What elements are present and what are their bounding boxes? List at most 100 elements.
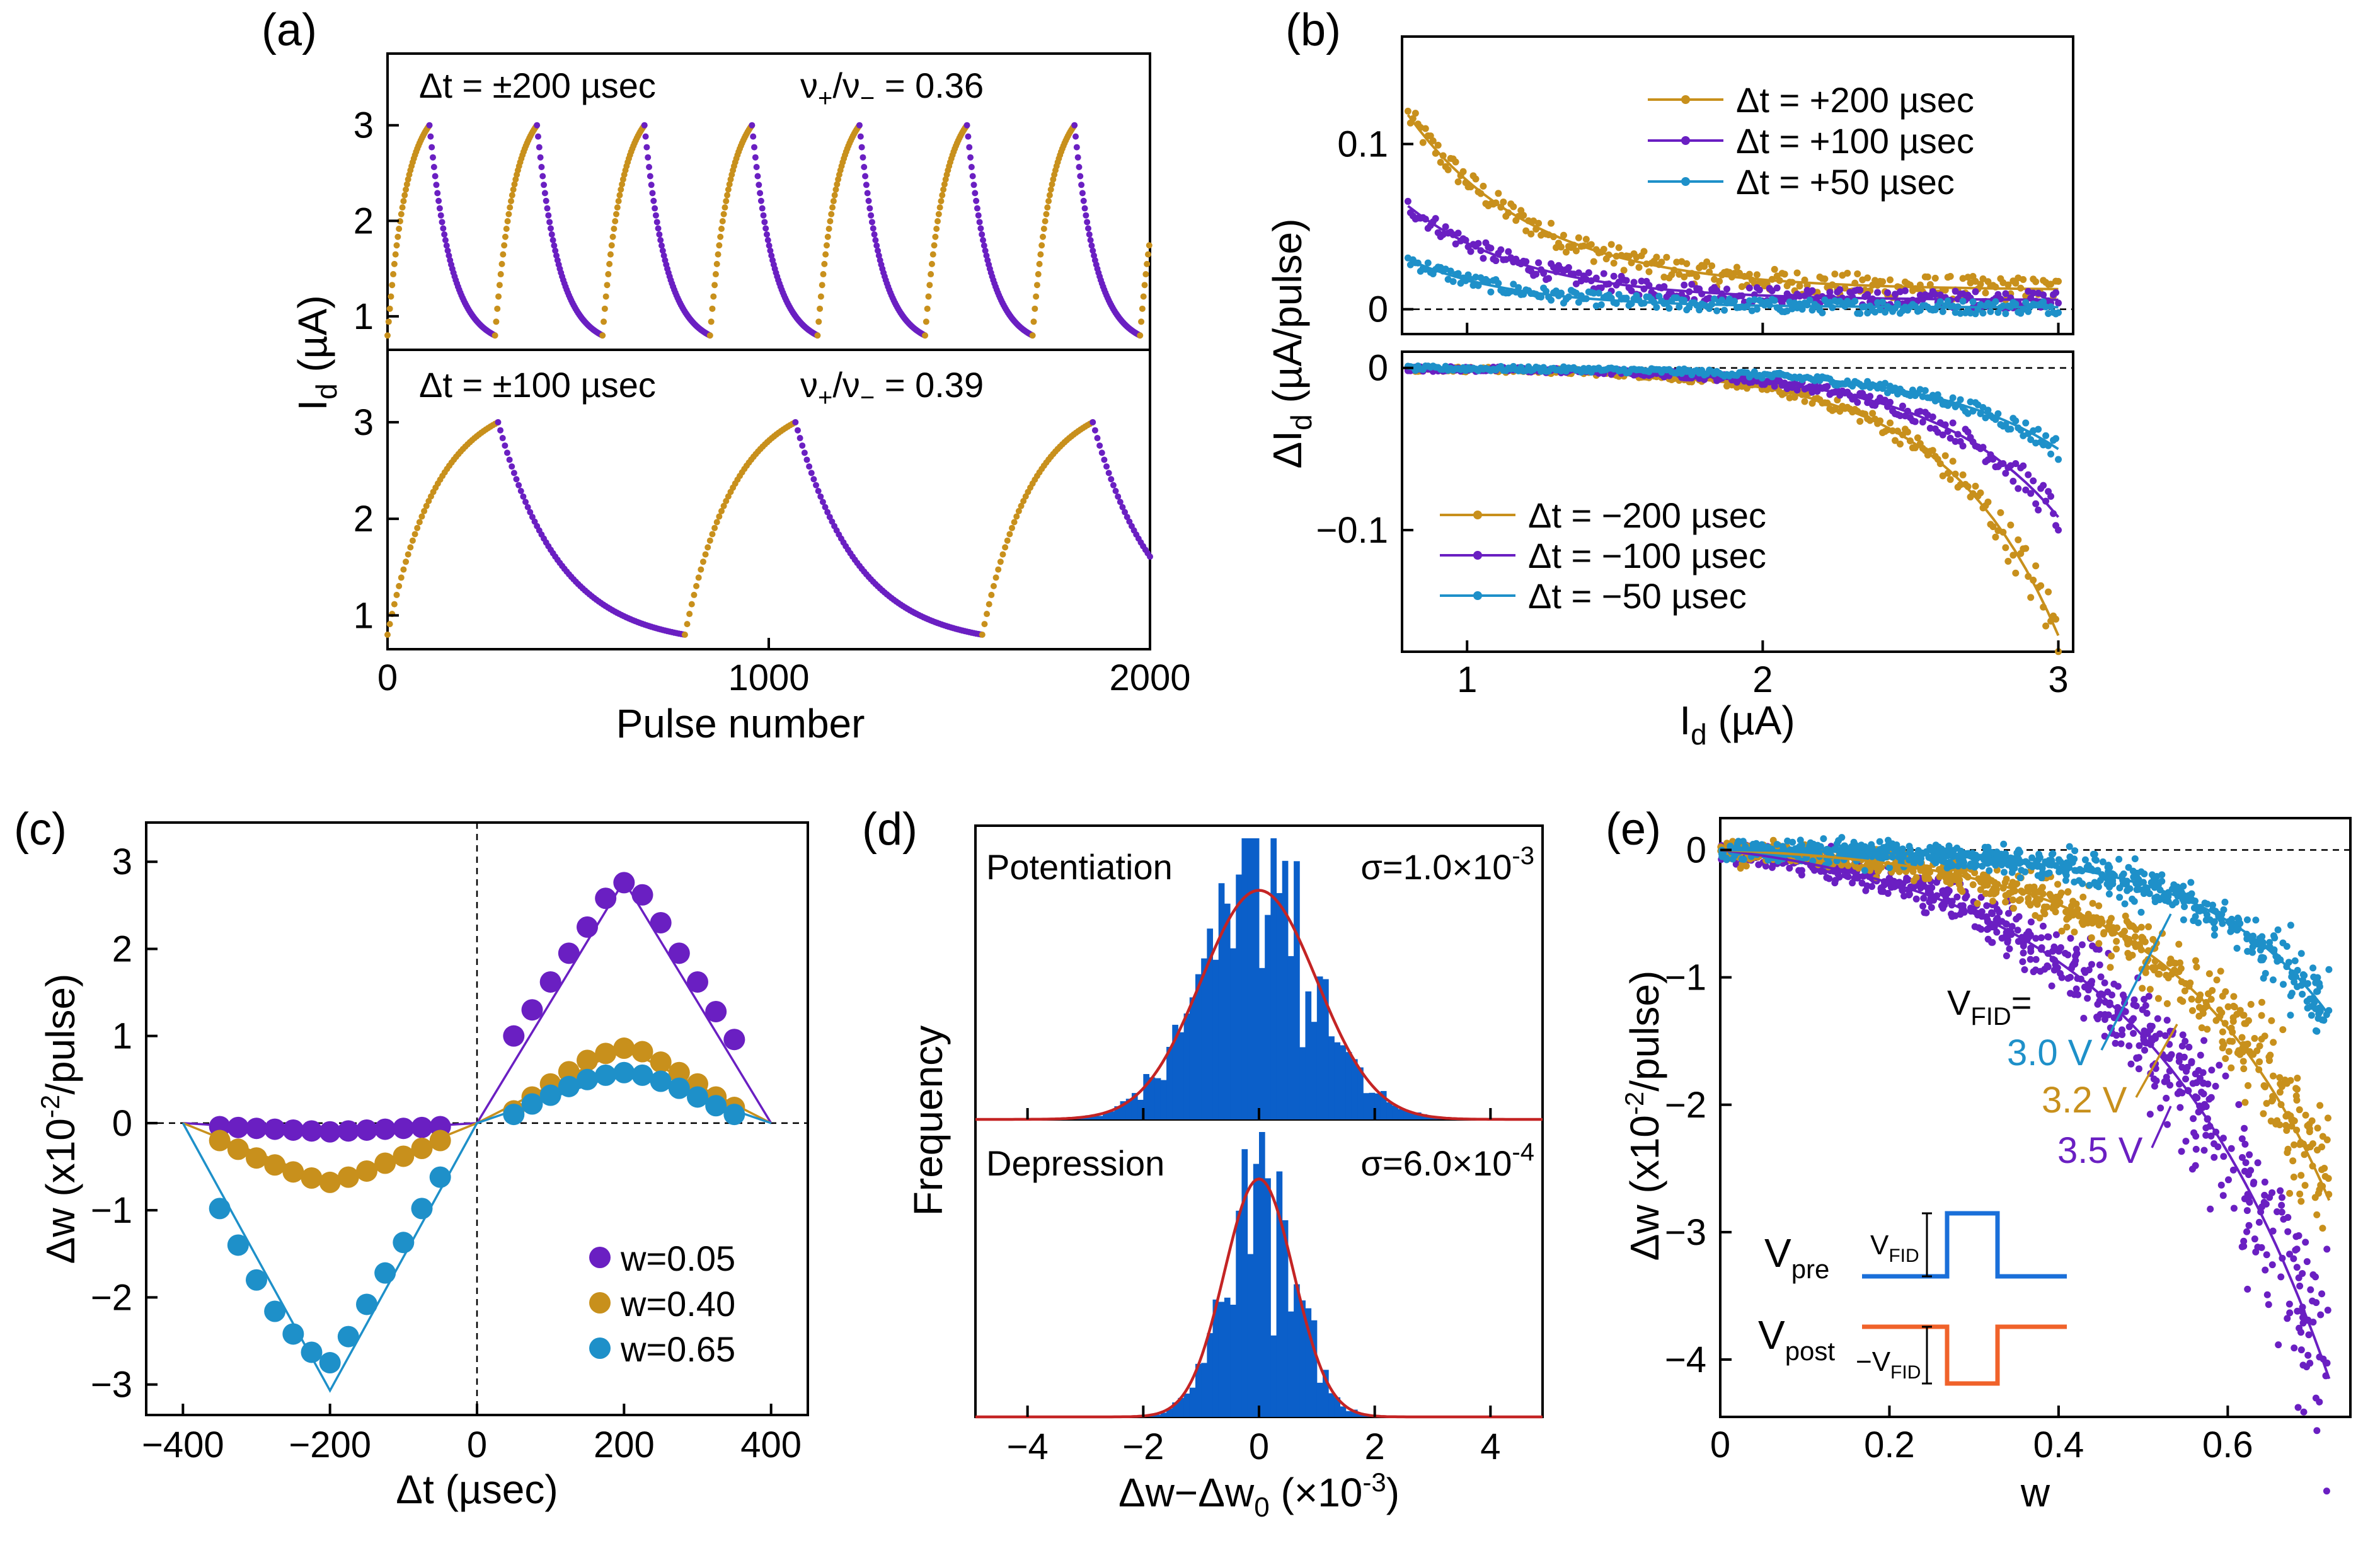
panel-b-top-point	[1597, 284, 1605, 292]
panel-e-point	[2121, 927, 2129, 935]
panel-e-point	[2305, 1331, 2313, 1339]
panel-d-hist-bar	[1172, 1402, 1178, 1417]
panel-e-point	[2069, 858, 2076, 866]
panel-e-point	[2296, 1106, 2303, 1114]
panel-b-bottom-point	[1869, 410, 1877, 417]
panel-b-top-point	[1620, 267, 1628, 274]
panel-a-depression-point	[537, 154, 544, 161]
panel-a-potentiation-point	[834, 181, 841, 188]
panel-e-point	[2312, 979, 2320, 986]
panel-a-depression-point	[1079, 190, 1086, 197]
panel-a-depression-point	[520, 493, 527, 500]
panel-e-point	[1977, 886, 1984, 894]
panel-a-depression-point	[756, 182, 762, 188]
panel-e-point	[2120, 870, 2127, 878]
panel-e-point	[2188, 1059, 2195, 1066]
panel-d-gaussian-fit	[975, 1177, 1543, 1419]
panel-b-top-point	[1730, 297, 1738, 305]
panel-e-point	[2038, 934, 2045, 942]
panel-a-depression-point	[752, 154, 759, 161]
panel-a-potentiation-point	[398, 211, 405, 217]
panel-e-point	[2321, 1172, 2329, 1180]
panel-e-point	[2116, 894, 2124, 901]
panel-a-potentiation-point	[716, 513, 723, 520]
panel-e-point	[2163, 1000, 2171, 1007]
panel-b-top-point	[1688, 280, 1696, 288]
panel-b-top-point	[1582, 236, 1590, 243]
panel-e-point	[2220, 1153, 2228, 1160]
panel-a-potentiation-point	[932, 233, 939, 240]
panel-b-top-point	[1721, 306, 1728, 314]
panel-e-point	[2126, 922, 2134, 930]
panel-e-point	[2176, 1104, 2184, 1111]
panel-d-hist-bar	[1357, 1067, 1364, 1119]
panel-c-point	[595, 1043, 617, 1065]
panel-a-depression-point	[522, 499, 529, 505]
panel-d-hist-bar	[1212, 1299, 1219, 1417]
panel-a-potentiation-point	[999, 551, 1006, 558]
panel-b-bottom-point	[2022, 419, 2030, 427]
panel-a-depression-point	[824, 509, 831, 516]
panel-b-top-point	[1683, 260, 1691, 267]
panel-e-point	[2140, 890, 2147, 898]
panel-a-potentiation-point	[1049, 181, 1055, 188]
panel-c-point	[264, 1154, 286, 1176]
panel-b-top-ytick-label: 0	[1368, 289, 1388, 330]
panel-e-point	[1992, 889, 2000, 896]
panel-b-top-point	[1432, 215, 1439, 222]
panel-d-hist-bar	[1351, 1409, 1358, 1417]
panel-a-depression-point	[439, 219, 446, 226]
panel-e-point	[2086, 881, 2093, 889]
panel-e-point	[2003, 952, 2010, 959]
panel-e-point	[2258, 933, 2266, 940]
panel-c-point	[631, 1064, 653, 1086]
panel-a-depression-point	[1083, 212, 1089, 219]
panel-b-top-point	[1500, 198, 1507, 205]
panel-e-point	[2213, 976, 2221, 984]
panel-e-point	[1838, 834, 1846, 841]
panel-e-point	[1914, 846, 1922, 854]
panel-b-top-point	[1597, 301, 1605, 309]
panel-e-point	[2062, 872, 2070, 879]
panel-e-point	[1963, 892, 1970, 899]
panel-e-point	[2284, 1145, 2292, 1153]
panel-a-potentiation-point	[1140, 293, 1147, 300]
panel-a-potentiation-point	[390, 271, 397, 278]
panel-b-top-point	[1874, 289, 1882, 296]
panel-d-hist-bar	[1195, 974, 1202, 1119]
panel-e-point	[2019, 958, 2026, 966]
panel-d-hist-bar	[1311, 1320, 1318, 1417]
panel-e-point	[2219, 1038, 2226, 1046]
panel-b-top-point	[1831, 270, 1839, 278]
panel-c-point	[246, 1269, 267, 1291]
panel-b-bottom-point	[2042, 622, 2050, 630]
panel-a-potentiation-point	[1043, 211, 1050, 217]
panel-a-depression-point	[657, 237, 664, 244]
panel-b-top-point	[1887, 276, 1894, 284]
panel-b-bottom-point	[1887, 419, 1894, 427]
panel-b-bottom-point	[1929, 447, 1936, 454]
panel-e-point	[2212, 1082, 2219, 1090]
panel-e-point	[2168, 1051, 2175, 1059]
panel-e-point	[2323, 1487, 2330, 1495]
panel-b-bottom-point	[2012, 460, 2020, 468]
panel-b-top-point	[1600, 245, 1607, 253]
panel-b-bottom-legend-item-marker	[1473, 551, 1482, 560]
panel-c-point	[282, 1323, 304, 1345]
panel-b-top-point	[1560, 231, 1567, 239]
panel-d-hist-bar	[1241, 838, 1248, 1119]
panel-e-point	[2027, 944, 2035, 952]
panel-e-point	[2251, 1235, 2258, 1243]
panel-d-xlabel: Δw−Δw0 (×10-3)	[1118, 1467, 1400, 1523]
panel-e-point	[2178, 1089, 2186, 1097]
panel-b-bottom-ytick-label: 0	[1368, 348, 1388, 389]
panel-e-point	[1823, 874, 1831, 881]
panel-a-depression-point	[966, 144, 973, 151]
panel-b-top-point	[1884, 289, 1892, 297]
panel-a-top-ratio-annotation: ν+/ν− = 0.36	[800, 66, 984, 112]
panel-e-point	[2278, 1083, 2285, 1090]
panel-d-hist-bar	[1386, 1102, 1393, 1119]
panel-a-depression-point	[502, 442, 509, 449]
panel-e-point	[2081, 856, 2089, 864]
panel-a-depression-point	[1078, 182, 1085, 188]
